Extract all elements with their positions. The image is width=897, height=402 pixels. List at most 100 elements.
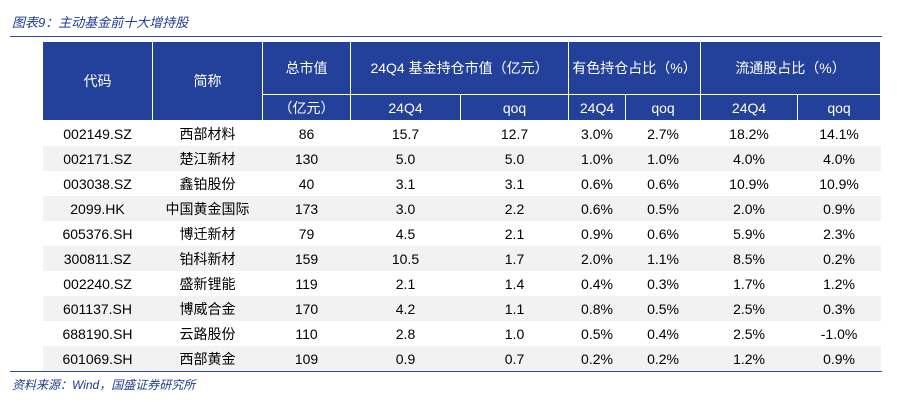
table-cell: 2.3% — [823, 225, 855, 242]
header-cell: （亿元） — [262, 94, 351, 121]
table-cell: 2.2 — [460, 196, 569, 221]
table-row: 002240.SZ 盛新锂能 119 2.1 1.4 0.4% 0.3% 1.7% 1.2% — [43, 271, 881, 296]
table: 代码 简称 总市值 24Q4 基金持仓市值（亿元） 有色持仓占比（%） 流通股占… — [42, 41, 882, 371]
header-cell: 流通股占比（%） — [700, 41, 882, 95]
table-cell: 博威合金 — [152, 296, 263, 321]
table-cell: 2.5% — [733, 325, 765, 342]
table-row: 002171.SZ 楚江新材 130 5.0 5.0 1.0% 1.0% 4.0% 4.0% — [42, 146, 881, 171]
header-cell: 24Q4 — [700, 94, 799, 121]
table-cell: 4.2 — [350, 296, 461, 321]
table-cell: 3.1 — [504, 175, 525, 192]
table-cell: 0.3% — [797, 296, 881, 321]
table-cell: 博迁新材 — [179, 225, 236, 242]
header-cell: 有色持仓占比（%） — [568, 41, 702, 95]
table-cell: 4.5 — [395, 225, 416, 242]
header-cell: 24Q4 — [350, 94, 461, 121]
table-cell: 0.2% — [625, 346, 701, 371]
table-cell: 130 — [262, 146, 351, 171]
table-cell: 0.6% — [581, 175, 613, 192]
table-cell: 605376.SH — [62, 225, 133, 242]
table-cell: 0.7 — [460, 346, 569, 371]
title: 图表9：主动基金前十大增持股 — [12, 15, 189, 30]
table-body: 002149.SZ 西部材料 86 15.7 12.7 3.0% 2.7% 18.2% 14.1… — [42, 121, 881, 371]
table-cell: 0.4% — [581, 275, 613, 292]
table-cell: 0.8% — [568, 296, 626, 321]
table-cell: 14.1% — [819, 125, 859, 142]
table-cell: 0.6% — [568, 196, 626, 221]
table-cell: 楚江新材 — [152, 146, 263, 171]
table-cell: 79 — [298, 225, 315, 242]
table-cell: 002240.SZ — [63, 275, 132, 292]
table-cell: 铂科新材 — [152, 246, 263, 271]
table-cell: 2.1 — [504, 225, 525, 242]
table-cell: 1.0% — [568, 146, 626, 171]
table-cell: 002149.SZ — [63, 125, 132, 142]
table-cell: 0.2% — [568, 346, 626, 371]
table-cell: 688190.SH — [62, 325, 133, 342]
table-cell: 002171.SZ — [42, 146, 153, 171]
table-cell: 1.0 — [504, 325, 525, 342]
table-cell: 4.0% — [797, 146, 881, 171]
table-row: 300811.SZ 铂科新材 159 10.5 1.7 2.0% 1.1% 8.5% 0.2% — [42, 246, 881, 271]
table-row: 003038.SZ 鑫铂股份 40 3.1 3.1 0.6% 0.6% 10.9% 10.9% — [43, 171, 881, 196]
header-cell: 24Q4 — [568, 94, 627, 121]
table-cell: 12.7 — [500, 125, 529, 142]
table-cell: 0.9% — [581, 225, 613, 242]
header-cell: qoq — [797, 94, 882, 121]
table-cell: 86 — [298, 125, 315, 142]
table-cell: 5.0 — [350, 146, 461, 171]
table-cell: 5.0 — [460, 146, 569, 171]
table-cell: 8.5% — [700, 246, 798, 271]
table-row: 002149.SZ 西部材料 86 15.7 12.7 3.0% 2.7% 18.2% 14.1… — [43, 121, 881, 147]
table-cell: -1.0% — [820, 325, 858, 342]
table-cell: 170 — [262, 296, 351, 321]
table-cell: 109 — [262, 346, 351, 371]
rule — [10, 36, 882, 37]
table-cell: 601069.SH — [42, 346, 153, 371]
table-cell: 0.3% — [647, 275, 679, 292]
table-cell: 10.9% — [729, 175, 769, 192]
table-cell: 0.6% — [647, 175, 679, 192]
table-cell: 1.2% — [700, 346, 798, 371]
table-cell: 2.0% — [568, 246, 626, 271]
header-cell: 代码 — [42, 41, 153, 121]
table-cell: 1.2% — [823, 275, 855, 292]
table-row: 601069.SH 西部黄金 109 0.9 0.7 0.2% 0.2% 1.2% 0.9% — [42, 346, 881, 371]
table-cell: 3.0% — [581, 125, 613, 142]
table-cell: 0.2% — [797, 246, 881, 271]
table-cell: 2099.HK — [42, 196, 153, 221]
table-cell: 2.5% — [700, 296, 798, 321]
table-row: 605376.SH 博迁新材 79 4.5 2.1 0.9% 0.6% 5.9% 2.3% — [43, 221, 881, 246]
table-cell: 3.1 — [395, 175, 416, 192]
table-cell: 2.8 — [395, 325, 416, 342]
table-cell: 173 — [262, 196, 351, 221]
table-cell: 2.1 — [395, 275, 416, 292]
table-cell: 1.0% — [625, 146, 701, 171]
table-cell: 0.6% — [647, 225, 679, 242]
table-cell: 1.7 — [460, 246, 569, 271]
table-cell: 10.9% — [819, 175, 859, 192]
table-cell: 18.2% — [729, 125, 769, 142]
table-cell: 2.7% — [647, 125, 679, 142]
table-row: 688190.SH 云路股份 110 2.8 1.0 0.5% 0.4% 2.5% -1.0% — [43, 321, 881, 346]
table-cell: 119 — [295, 275, 318, 292]
table-cell: 0.9% — [797, 346, 881, 371]
table-cell: 15.7 — [391, 125, 420, 142]
table-cell: 10.5 — [350, 246, 461, 271]
table-cell: 西部黄金 — [152, 346, 263, 371]
table-cell: 西部材料 — [179, 125, 236, 142]
table-cell: 盛新锂能 — [179, 275, 236, 292]
header-cell: 简称 — [152, 41, 263, 121]
header-cell: qoq — [459, 94, 570, 121]
table-cell: 40 — [298, 175, 315, 192]
table-cell: 110 — [295, 325, 318, 342]
table-cell: 0.9 — [350, 346, 461, 371]
table-cell: 1.7% — [733, 275, 765, 292]
table-cell: 1.1% — [625, 246, 701, 271]
table-cell: 0.4% — [647, 325, 679, 342]
table-row: 2099.HK 中国黄金国际 173 3.0 2.2 0.6% 0.5% 2.0% 0.9% — [42, 196, 881, 221]
table-cell: 159 — [262, 246, 351, 271]
table-cell: 云路股份 — [179, 325, 236, 342]
table-cell: 0.9% — [797, 196, 881, 221]
